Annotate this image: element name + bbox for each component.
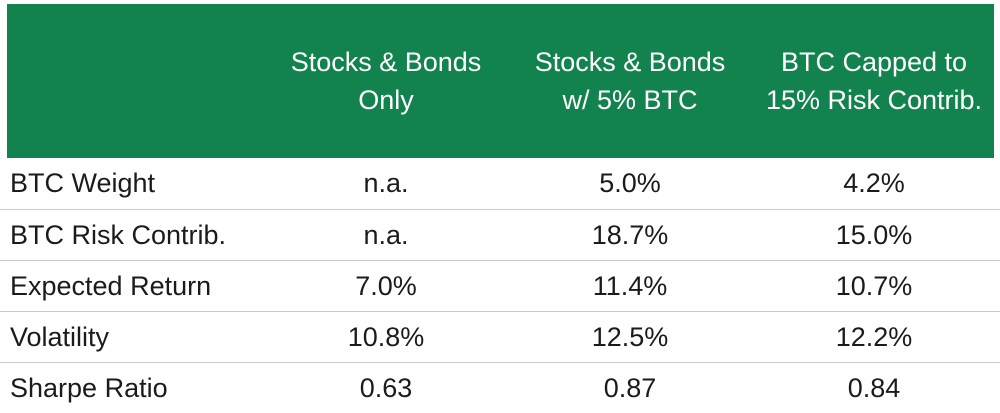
- cell-value: 12.5%: [591, 321, 669, 352]
- table-row-btc-weight: BTC Weight n.a. 5.0% 4.2%: [0, 158, 1000, 209]
- table-row-volatility: Volatility 10.8% 12.5% 12.2%: [0, 311, 1000, 362]
- table-header-row: Stocks & Bonds Only Stocks & Bonds w/ 5%…: [0, 4, 1000, 158]
- table-row-sharpe-ratio: Sharpe Ratio 0.63 0.87 0.84: [0, 362, 1000, 413]
- row-label: BTC Risk Contrib.: [10, 219, 227, 250]
- cell-value: 0.84: [847, 372, 901, 403]
- cell-value: 5.0%: [599, 168, 661, 198]
- cell-value: 18.7%: [591, 219, 669, 250]
- table-row-expected-return: Expected Return 7.0% 11.4% 10.7%: [0, 260, 1000, 311]
- cell-value: n.a.: [363, 168, 409, 198]
- header-label-line: w/ 5% BTC: [562, 85, 698, 115]
- header-cell-stocks-bonds-only: Stocks & Bonds Only: [270, 43, 502, 119]
- header-label-line: 15% Risk Contrib.: [765, 85, 983, 115]
- header-label-line: BTC Capped to: [780, 47, 968, 77]
- cell-value: 0.63: [359, 372, 413, 403]
- table-header-background: [7, 4, 994, 158]
- cell-value: 11.4%: [592, 270, 668, 301]
- table-body: BTC Weight n.a. 5.0% 4.2% BTC Risk Contr…: [0, 158, 1000, 413]
- cell-value: 4.2%: [843, 168, 905, 198]
- cell-value: 10.7%: [835, 270, 913, 301]
- cell-value: 7.0%: [355, 270, 417, 301]
- row-label: Sharpe Ratio: [10, 372, 168, 403]
- cell-value: 0.87: [603, 372, 657, 403]
- cell-value: 15.0%: [835, 219, 913, 250]
- header-cell-btc-capped-15pct: BTC Capped to 15% Risk Contrib.: [758, 43, 990, 119]
- header-label-line: Stocks & Bonds: [290, 47, 482, 77]
- header-label-line: Stocks & Bonds: [534, 47, 726, 77]
- cell-value: 10.8%: [347, 321, 425, 352]
- row-label: Expected Return: [10, 270, 212, 301]
- row-label: BTC Weight: [10, 168, 156, 198]
- cell-value: n.a.: [363, 219, 409, 250]
- cell-value: 12.2%: [835, 321, 913, 352]
- header-label-line: Only: [358, 85, 414, 115]
- header-cell-stocks-bonds-5pct-btc: Stocks & Bonds w/ 5% BTC: [502, 43, 758, 119]
- row-label: Volatility: [10, 321, 110, 352]
- table-row-btc-risk-contrib: BTC Risk Contrib. n.a. 18.7% 15.0%: [0, 209, 1000, 260]
